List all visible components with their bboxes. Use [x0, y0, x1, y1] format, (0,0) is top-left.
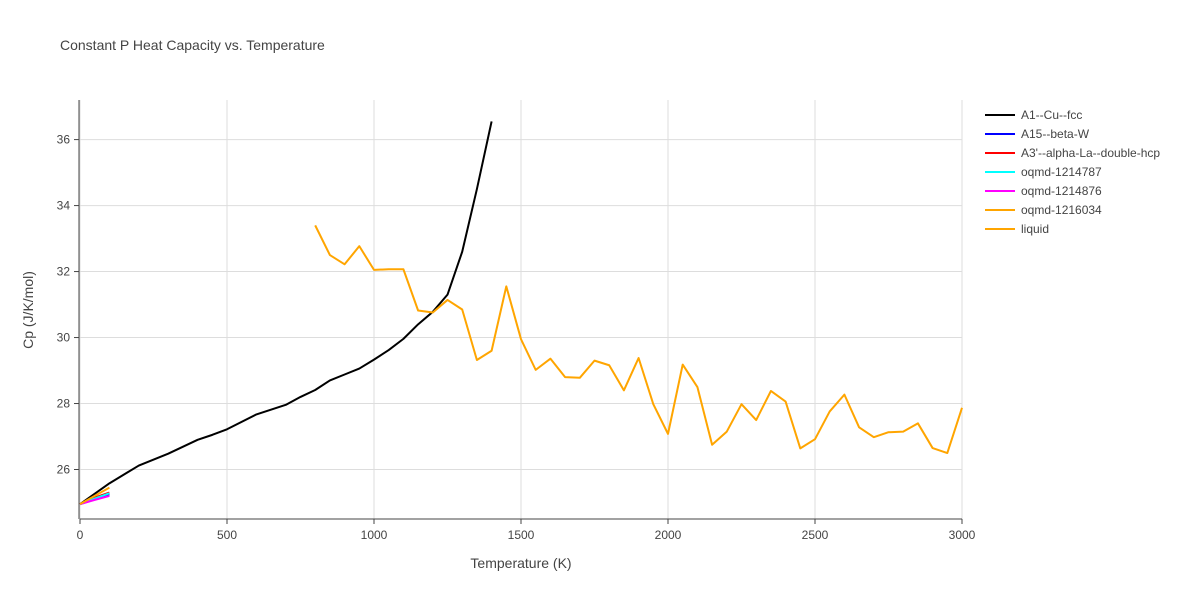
- y-tick-label: 32: [57, 265, 71, 279]
- series-line-liquid: [314, 224, 963, 455]
- y-axis-title: Cp (J/K/mol): [20, 271, 36, 349]
- x-tick-label: 500: [217, 528, 237, 542]
- series-line-oqmd-1214876: [79, 494, 110, 506]
- x-tick-label: 3000: [949, 528, 976, 542]
- y-tick-label: 34: [57, 199, 71, 213]
- legend-label: A3'--alpha-La--double-hcp: [1021, 146, 1160, 160]
- plot-area: [79, 121, 963, 506]
- chart-title: Constant P Heat Capacity vs. Temperature: [60, 37, 325, 53]
- series-line-oqmd-1216034: [79, 486, 110, 506]
- legend-label: A1--Cu--fcc: [1021, 108, 1082, 122]
- grid-lines: [79, 100, 963, 519]
- series-line-a1-cu-fcc: [79, 121, 493, 505]
- tick-labels: 0 500 1000 1500 2000 2500 3000 26 28 30 32 34 36: [57, 133, 976, 542]
- x-tick-label: 2000: [655, 528, 682, 542]
- x-tick-label: 2500: [802, 528, 829, 542]
- y-tick-label: 26: [57, 463, 71, 477]
- x-tick-label: 1000: [361, 528, 388, 542]
- x-tick-label: 0: [77, 528, 84, 542]
- legend-label: A15--beta-W: [1021, 127, 1090, 141]
- legend-label: oqmd-1216034: [1021, 203, 1102, 217]
- legend-label: oqmd-1214787: [1021, 165, 1102, 179]
- y-tick-label: 30: [57, 331, 71, 345]
- x-axis-title: Temperature (K): [470, 555, 571, 571]
- x-tick-label: 1500: [508, 528, 535, 542]
- y-tick-label: 36: [57, 133, 71, 147]
- legend-label: liquid: [1021, 222, 1049, 236]
- legend: A1--Cu--fcc A15--beta-W A3'--alpha-La--dou…: [985, 108, 1160, 236]
- y-tick-label: 28: [57, 397, 71, 411]
- legend-label: oqmd-1214876: [1021, 184, 1102, 198]
